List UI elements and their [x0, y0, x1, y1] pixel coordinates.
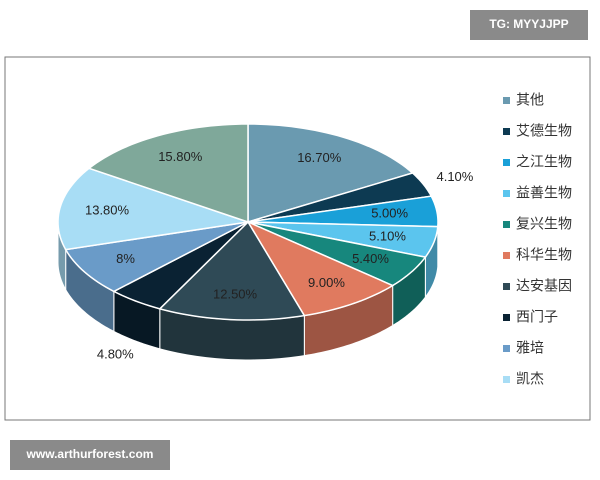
legend-swatch: [503, 376, 510, 383]
slice: [64, 221, 249, 293]
data-label: 5.00%: [371, 205, 408, 220]
data-label: 4.80%: [97, 347, 134, 362]
slice: [158, 220, 306, 321]
pie: 16.70% 4.10% 5.00% 5.10% 5.40% 9.00% 12.50% 4.8…: [57, 123, 474, 362]
slice: [246, 220, 395, 317]
legend-swatch: [503, 97, 510, 104]
legend-label: 复兴生物: [516, 216, 572, 232]
data-label: 9.00%: [308, 275, 345, 290]
legend-swatch: [503, 159, 510, 166]
data-label: 15.80%: [158, 149, 203, 164]
legend-label: 之江生物: [516, 154, 572, 170]
legend-swatch: [503, 221, 510, 228]
data-label: 12.50%: [213, 287, 258, 302]
data-label: 4.10%: [436, 169, 473, 184]
legend-label: 益善生物: [516, 185, 572, 201]
slice: [57, 167, 249, 251]
legend-swatch: [503, 314, 510, 321]
legend-label: 艾德生物: [516, 123, 572, 139]
legend-label: 达安基因: [516, 278, 572, 294]
data-label: 16.70%: [297, 150, 342, 165]
slice: [247, 221, 427, 287]
slice: [87, 123, 249, 224]
legend-swatch: [503, 190, 510, 197]
legend-swatch: [503, 128, 510, 135]
footer-badge: www.arthurforest.com: [26, 447, 154, 461]
data-label: 8%: [116, 251, 135, 266]
slice: [247, 195, 439, 228]
legend-swatch: [503, 283, 510, 290]
badge-bg: [470, 10, 588, 40]
slice: [247, 123, 415, 224]
legend-swatch: [503, 252, 510, 259]
legend-label: 科华生物: [516, 247, 572, 263]
slice: [247, 172, 433, 223]
data-label: 5.40%: [352, 251, 389, 266]
legend-swatch: [503, 345, 510, 352]
legend-label: 凯杰: [516, 371, 544, 387]
footer-bg: [10, 440, 170, 470]
data-label: 13.80%: [85, 203, 130, 218]
badge: TG: MYYJJPP: [489, 17, 568, 31]
slice: [112, 221, 249, 310]
data-label: 5.10%: [369, 229, 406, 244]
legend-label: 其他: [516, 92, 544, 108]
legend-label: 西门子: [516, 309, 558, 325]
legend-label: 雅培: [516, 340, 544, 356]
